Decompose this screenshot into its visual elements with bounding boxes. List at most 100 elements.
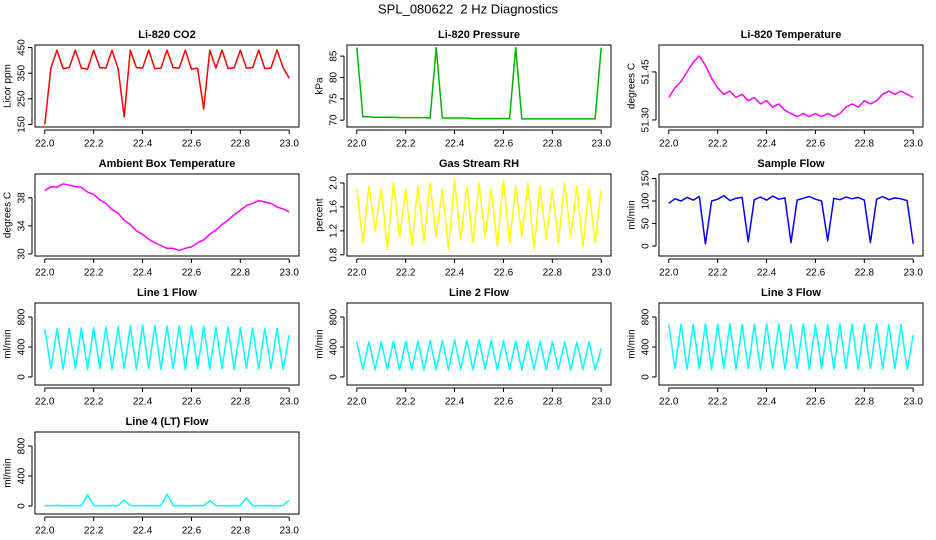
x-tick-label: 22.4 <box>133 397 153 408</box>
x-tick-label: 22.6 <box>806 139 826 150</box>
plot-frame <box>658 173 924 257</box>
x-tick-label: 22.2 <box>396 139 416 150</box>
data-line <box>44 324 290 371</box>
y-axis-label: kPa <box>315 77 326 95</box>
x-tick-label: 22.2 <box>84 397 104 408</box>
x-tick-label: 23.0 <box>903 139 923 150</box>
y-tick-label: 0 <box>329 374 340 380</box>
x-tick-label: 22.0 <box>659 268 679 279</box>
data-line <box>356 179 602 250</box>
x-tick-label: 22.6 <box>182 268 202 279</box>
plot-frame <box>658 302 924 386</box>
plot-frame <box>346 44 612 128</box>
data-line <box>356 339 602 371</box>
x-tick-label: 22.6 <box>806 268 826 279</box>
x-tick-label: 22.0 <box>347 397 367 408</box>
x-tick-label: 22.6 <box>494 139 514 150</box>
plot-frame <box>34 44 300 128</box>
x-tick-label: 22.0 <box>35 139 55 150</box>
y-axis-label: ml/min <box>315 329 326 358</box>
data-line <box>668 194 914 245</box>
plot-frame <box>34 431 300 515</box>
x-tick-label: 22.0 <box>35 526 55 537</box>
x-tick-label: 23.0 <box>279 268 299 279</box>
y-tick-label: 400 <box>641 338 652 355</box>
panel-title: Line 2 Flow <box>449 287 509 299</box>
y-tick-label: 0 <box>641 243 652 249</box>
panel-title: Line 4 (LT) Flow <box>126 416 209 428</box>
y-tick-label: 50 <box>641 218 652 230</box>
y-tick-label: 51.45 <box>641 59 652 84</box>
x-tick-label: 23.0 <box>591 397 611 408</box>
y-tick-label: 350 <box>17 64 28 81</box>
y-tick-label: 400 <box>329 338 340 355</box>
y-tick-label: 100 <box>641 192 652 209</box>
x-tick-label: 22.8 <box>543 268 563 279</box>
y-tick-label: 800 <box>329 308 340 325</box>
y-tick-label: 400 <box>17 467 28 484</box>
y-tick-label: 1.6 <box>329 200 340 214</box>
y-tick-label: 0 <box>17 503 28 509</box>
panel-title: Li-820 Temperature <box>741 29 842 41</box>
x-tick-label: 23.0 <box>591 268 611 279</box>
x-tick-label: 23.0 <box>279 139 299 150</box>
x-tick-label: 22.8 <box>231 397 251 408</box>
panel-title: Line 3 Flow <box>761 287 821 299</box>
y-tick-label: 450 <box>17 39 28 56</box>
page-title: SPL_080622 2 Hz Diagnostics <box>378 1 558 16</box>
x-tick-label: 22.6 <box>182 139 202 150</box>
x-tick-label: 22.0 <box>347 139 367 150</box>
x-tick-label: 22.4 <box>445 397 465 408</box>
x-tick-label: 22.4 <box>133 139 153 150</box>
x-tick-label: 22.4 <box>445 268 465 279</box>
y-tick-label: 80 <box>329 71 340 83</box>
x-tick-label: 22.8 <box>543 397 563 408</box>
panel-title: Li-820 CO2 <box>138 29 195 41</box>
x-tick-label: 22.2 <box>84 139 104 150</box>
y-tick-label: 1.2 <box>329 223 340 237</box>
y-axis-label: Licor ppm <box>3 64 14 108</box>
y-tick-label: 800 <box>641 308 652 325</box>
plot-frame <box>658 44 924 128</box>
x-tick-label: 23.0 <box>903 268 923 279</box>
y-tick-label: 250 <box>17 90 28 107</box>
y-tick-label: 70 <box>329 114 340 126</box>
plot-frame <box>346 302 612 386</box>
data-line <box>668 55 914 118</box>
y-axis-label: ml/min <box>3 458 14 487</box>
y-axis-label: degrees C <box>627 63 638 109</box>
x-tick-label: 23.0 <box>279 526 299 537</box>
x-tick-label: 22.4 <box>133 526 153 537</box>
y-tick-label: 150 <box>641 170 652 187</box>
y-tick-label: 30 <box>17 248 28 260</box>
x-tick-label: 22.8 <box>855 397 875 408</box>
y-tick-label: 34 <box>17 220 28 232</box>
x-tick-label: 23.0 <box>591 139 611 150</box>
y-axis-label: degrees C <box>3 192 14 238</box>
y-tick-label: 150 <box>17 116 28 133</box>
panel-title: Line 1 Flow <box>137 287 197 299</box>
x-tick-label: 22.2 <box>708 268 728 279</box>
data-line <box>44 493 290 507</box>
plot-frame <box>346 173 612 257</box>
y-axis-label: ml/min <box>627 200 638 229</box>
x-tick-label: 22.0 <box>659 139 679 150</box>
y-axis-label: ml/min <box>3 329 14 358</box>
x-tick-label: 22.6 <box>182 526 202 537</box>
panel-title: Li-820 Pressure <box>438 29 520 41</box>
x-tick-label: 22.8 <box>543 139 563 150</box>
plot-frame <box>34 302 300 386</box>
y-tick-label: 75 <box>329 93 340 105</box>
x-tick-label: 22.0 <box>347 268 367 279</box>
x-tick-label: 22.6 <box>182 397 202 408</box>
plot-frame <box>34 173 300 257</box>
y-tick-label: 0.8 <box>329 247 340 261</box>
y-tick-label: 400 <box>17 338 28 355</box>
x-tick-label: 22.4 <box>757 268 777 279</box>
data-line <box>44 49 290 125</box>
x-tick-label: 22.2 <box>396 397 416 408</box>
x-tick-label: 22.4 <box>757 397 777 408</box>
y-tick-label: 0 <box>641 374 652 380</box>
x-tick-label: 22.0 <box>659 397 679 408</box>
